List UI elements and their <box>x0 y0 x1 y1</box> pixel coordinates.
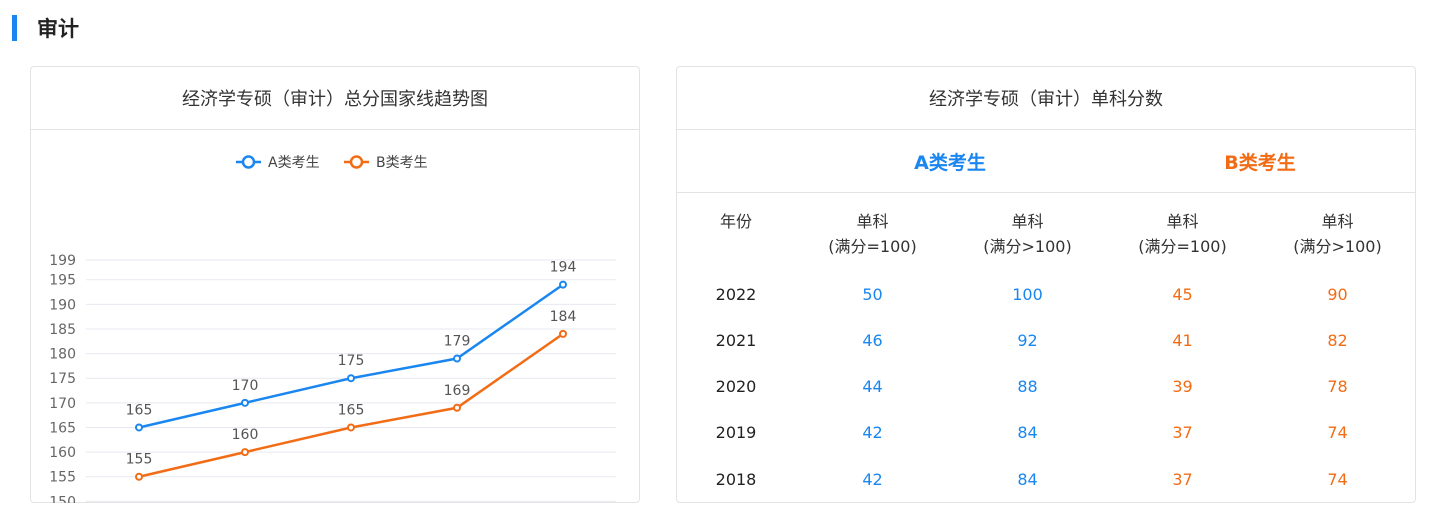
data-label: 184 <box>550 309 577 325</box>
y-tick-label: 195 <box>49 273 76 289</box>
row-a-over100: 84 <box>1017 423 1038 442</box>
row-year: 2022 <box>715 285 757 304</box>
y-tick-label: 155 <box>49 470 76 486</box>
legend-marker <box>349 155 364 169</box>
y-tick-label: 160 <box>49 445 76 461</box>
row-a-full100: 42 <box>862 423 883 442</box>
data-label: 155 <box>126 452 153 468</box>
data-label: 165 <box>338 402 365 418</box>
row-year: 2020 <box>715 377 757 396</box>
y-tick-label: 165 <box>49 420 76 436</box>
data-point <box>135 423 143 432</box>
table-row: 2021 46 92 41 82 <box>677 326 1417 356</box>
data-point <box>241 398 249 407</box>
row-b-full100: 37 <box>1172 423 1193 442</box>
row-b-full100: 39 <box>1172 377 1193 396</box>
table-row: 2020 44 88 39 78 <box>677 372 1417 402</box>
subject-score-title: 经济学专硕（审计）单科分数 <box>677 67 1415 130</box>
row-a-full100: 50 <box>862 285 883 304</box>
row-b-over100: 74 <box>1327 423 1348 442</box>
data-point <box>559 329 567 338</box>
col-header-b-over100: 单科 (满分>100) <box>1293 212 1382 256</box>
trend-chart-card: 经济学专硕（审计）总分国家线趋势图 1451501551601651701751… <box>30 66 640 503</box>
data-point <box>559 280 567 289</box>
row-a-over100: 84 <box>1017 470 1038 489</box>
row-a-over100: 88 <box>1017 377 1038 396</box>
data-label: 194 <box>550 260 577 276</box>
trend-chart-title: 经济学专硕（审计）总分国家线趋势图 <box>31 67 639 130</box>
data-label: 169 <box>444 383 471 399</box>
col-header-year: 年份 <box>719 212 752 231</box>
row-b-full100: 41 <box>1172 331 1193 350</box>
data-point <box>347 374 355 383</box>
table-row: 2018 42 84 37 74 <box>677 465 1417 495</box>
category-header-row: A类考生 B类考生 <box>677 130 1415 193</box>
col-header-a-full100: 单科 (满分=100) <box>828 212 917 256</box>
row-a-over100: 100 <box>1012 285 1043 304</box>
row-b-full100: 45 <box>1172 285 1193 304</box>
row-b-full100: 37 <box>1172 470 1193 489</box>
row-b-over100: 74 <box>1327 470 1348 489</box>
section-accent-bar <box>12 15 17 41</box>
row-b-over100: 78 <box>1327 377 1348 396</box>
data-point <box>135 472 143 481</box>
legend-label: B类考生 <box>376 155 428 171</box>
y-tick-label: 180 <box>49 347 76 363</box>
data-label: 165 <box>126 402 153 418</box>
column-header-row: 年份 单科 (满分=100) 单科 (满分>100) 单科 (满分=100) 单科 (满… <box>677 209 1417 269</box>
legend-label: A类考生 <box>268 155 320 171</box>
row-b-over100: 90 <box>1327 285 1348 304</box>
data-label: 179 <box>444 334 471 350</box>
y-tick-label: 185 <box>49 322 76 338</box>
y-tick-label: 199 <box>49 253 76 269</box>
data-point <box>241 448 249 457</box>
data-label: 170 <box>232 378 259 394</box>
data-point <box>453 354 461 363</box>
y-tick-label: 175 <box>49 371 76 387</box>
data-point <box>347 423 355 432</box>
row-a-over100: 92 <box>1017 331 1038 350</box>
section-header: 审计 <box>12 13 79 43</box>
data-label: 160 <box>232 427 259 443</box>
data-label: 175 <box>338 353 365 369</box>
data-point <box>453 403 461 412</box>
row-b-over100: 82 <box>1327 331 1348 350</box>
legend-marker <box>241 155 256 169</box>
section-title: 审计 <box>37 17 79 41</box>
y-tick-label: 170 <box>49 396 76 412</box>
table-row: 2019 42 84 37 74 <box>677 418 1417 448</box>
row-year: 2018 <box>715 470 757 489</box>
col-header-b-full100: 单科 (满分=100) <box>1138 212 1227 256</box>
table-row: 2022 50 100 45 90 <box>677 280 1417 310</box>
trend-line-chart: 1451501551601651701751801851901951992018… <box>49 155 616 503</box>
row-year: 2021 <box>715 331 757 350</box>
category-b-label: B类考生 <box>1224 151 1296 174</box>
col-header-a-over100: 单科 (满分>100) <box>983 212 1072 256</box>
subject-score-card: 经济学专硕（审计）单科分数 A类考生 B类考生 年份 单科 (满分=100) 单科… <box>676 66 1416 503</box>
y-tick-label: 190 <box>49 297 76 313</box>
row-a-full100: 42 <box>862 470 883 489</box>
row-year: 2019 <box>715 423 757 442</box>
row-a-full100: 44 <box>862 377 883 396</box>
y-tick-label: 150 <box>49 494 76 503</box>
row-a-full100: 46 <box>862 331 883 350</box>
category-a-label: A类考生 <box>914 151 986 174</box>
